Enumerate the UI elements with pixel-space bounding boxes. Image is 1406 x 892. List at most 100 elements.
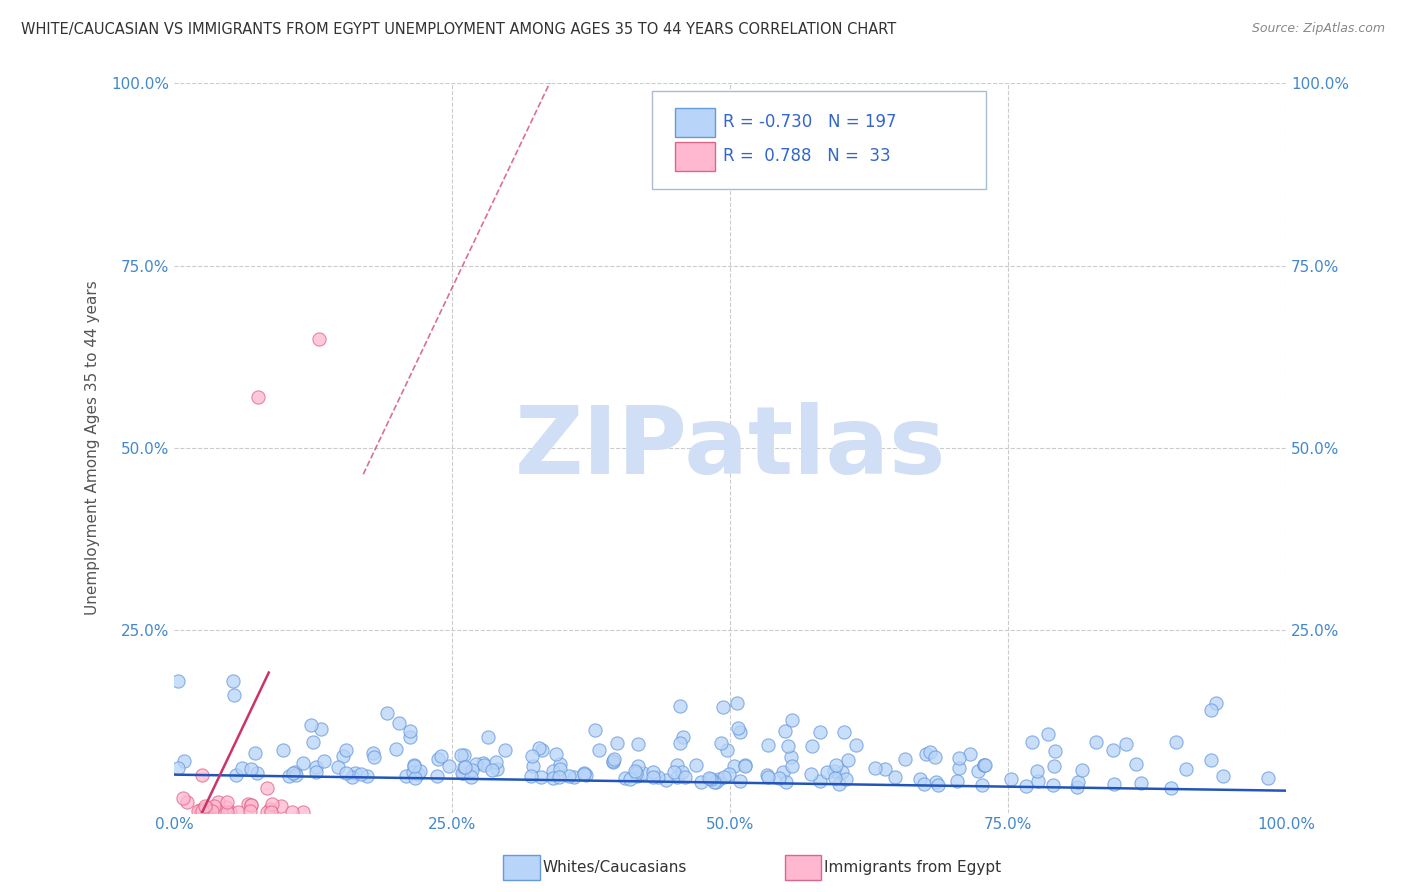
Point — [723, 759, 745, 773]
Point — [780, 749, 803, 764]
Point — [627, 737, 650, 751]
Point — [277, 769, 299, 783]
Point — [1125, 757, 1147, 772]
Point — [574, 767, 596, 781]
Point — [1042, 778, 1064, 792]
Point — [824, 772, 846, 786]
Point — [728, 725, 751, 739]
Point — [725, 696, 748, 710]
Point — [530, 770, 553, 784]
Point — [291, 756, 314, 771]
Point — [222, 688, 245, 702]
Point — [281, 805, 304, 819]
Point — [614, 771, 637, 785]
Point — [1160, 781, 1182, 796]
Point — [215, 799, 238, 814]
Point — [453, 759, 475, 773]
Point — [460, 770, 482, 784]
Point — [666, 758, 689, 772]
Point — [207, 795, 229, 809]
Point — [1014, 780, 1036, 794]
Point — [697, 771, 720, 785]
FancyBboxPatch shape — [675, 108, 714, 136]
Point — [562, 770, 585, 784]
Point — [588, 743, 610, 757]
Text: Source: ZipAtlas.com: Source: ZipAtlas.com — [1251, 22, 1385, 36]
Point — [671, 764, 693, 779]
Point — [780, 713, 803, 727]
Point — [619, 772, 641, 786]
Point — [728, 774, 751, 789]
Point — [827, 777, 849, 791]
Point — [304, 759, 326, 773]
Point — [1212, 769, 1234, 783]
Point — [201, 805, 224, 819]
Point — [240, 798, 263, 813]
Point — [409, 764, 432, 779]
Point — [673, 770, 696, 784]
Point — [541, 764, 564, 779]
Point — [477, 730, 499, 744]
Point — [172, 791, 194, 805]
Point — [218, 805, 240, 819]
Point — [195, 805, 218, 820]
Point — [776, 739, 799, 754]
Point — [299, 718, 322, 732]
Point — [1043, 744, 1066, 758]
Point — [225, 767, 247, 781]
Point — [624, 766, 647, 780]
Point — [845, 738, 868, 752]
Point — [801, 739, 824, 754]
Point — [243, 746, 266, 760]
Point — [284, 764, 307, 779]
Point — [574, 765, 596, 780]
Point — [1084, 735, 1107, 749]
Point — [194, 798, 217, 813]
Point — [222, 674, 245, 689]
Point — [260, 797, 283, 811]
Point — [173, 754, 195, 768]
Point — [602, 755, 624, 769]
Point — [291, 805, 314, 819]
Point — [641, 770, 664, 784]
Point — [402, 759, 425, 773]
Point — [402, 764, 425, 779]
Point — [271, 742, 294, 756]
Point — [1199, 753, 1222, 767]
Point — [270, 799, 292, 814]
Point — [167, 674, 190, 689]
Point — [647, 770, 669, 784]
Point — [734, 758, 756, 772]
Point — [256, 805, 278, 819]
Point — [925, 775, 948, 789]
Point — [703, 774, 725, 789]
Point — [335, 765, 357, 780]
Point — [690, 774, 713, 789]
Point — [912, 777, 935, 791]
Point — [808, 774, 831, 789]
Point — [202, 799, 225, 814]
Point — [772, 764, 794, 779]
Point — [527, 740, 550, 755]
Point — [461, 763, 484, 777]
Point — [522, 758, 544, 772]
Point — [756, 770, 779, 784]
Point — [780, 759, 803, 773]
FancyBboxPatch shape — [675, 142, 714, 171]
Point — [465, 756, 488, 771]
Point — [530, 743, 553, 757]
Point — [195, 802, 218, 816]
Point — [1070, 763, 1092, 777]
Point — [756, 768, 779, 782]
Point — [402, 757, 425, 772]
Point — [1164, 735, 1187, 749]
Text: WHITE/CAUCASIAN VS IMMIGRANTS FROM EGYPT UNEMPLOYMENT AMONG AGES 35 TO 44 YEARS : WHITE/CAUCASIAN VS IMMIGRANTS FROM EGYPT… — [21, 22, 897, 37]
Point — [835, 772, 858, 787]
Point — [356, 769, 378, 783]
Point — [1066, 780, 1088, 795]
Point — [1115, 737, 1137, 751]
Point — [641, 765, 664, 780]
Point — [626, 769, 648, 783]
Point — [544, 747, 567, 762]
Point — [344, 766, 367, 780]
